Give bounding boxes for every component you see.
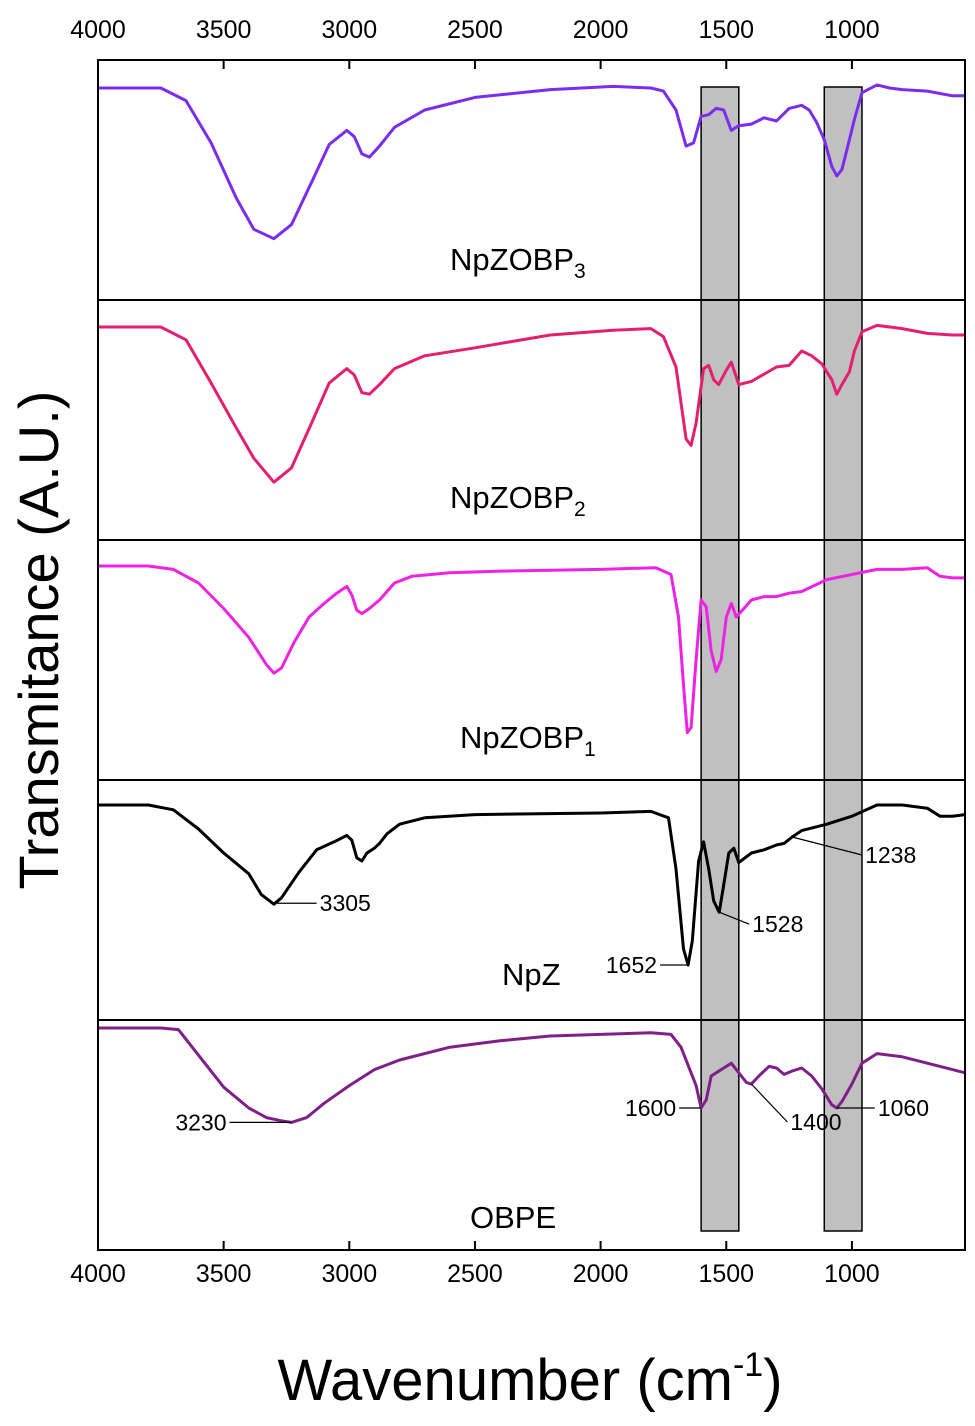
bottom-tick-label: 4000 — [70, 1260, 126, 1288]
panel-label-main: OBPE — [470, 1200, 556, 1235]
annotation-leader-1400 — [750, 1083, 788, 1123]
top-tick-label: 1000 — [824, 16, 880, 44]
y-axis-title: Transmitance (A.U.) — [7, 391, 70, 890]
bottom-tick-label: 3500 — [196, 1260, 252, 1288]
spectrum-line-obpe — [98, 1026, 966, 1124]
panel-frames — [97, 59, 966, 1251]
spectrum-line-npz — [98, 803, 966, 967]
panel-label-npzobp1: NpZOBP1 — [460, 720, 596, 761]
annotation-label-1652: 1652 — [606, 952, 657, 978]
spectra-lines — [98, 83, 966, 1124]
panel-label-main: NpZOBP — [460, 720, 584, 755]
top-tick-label: 3000 — [321, 16, 377, 44]
annotation-label-1060: 1060 — [878, 1095, 929, 1121]
panel-label-main: NpZ — [502, 957, 561, 992]
x-axis-title: Wavenumber (cm-1) — [277, 1346, 782, 1413]
panel-label-npzobp3: NpZOBP3 — [450, 242, 586, 283]
bottom-tick-label: 2500 — [447, 1260, 503, 1288]
x-axis-title-close: ) — [763, 1348, 782, 1413]
panel-label-sub: 3 — [574, 260, 586, 283]
spectrum-line-npzobp3 — [98, 83, 965, 241]
panel-label-sub: 1 — [584, 738, 596, 761]
panel-label-main: NpZOBP — [450, 480, 574, 515]
highlight-bands — [700, 86, 863, 1232]
annotation-label-3230: 3230 — [175, 1109, 226, 1135]
x-axis-title-sup: -1 — [733, 1346, 763, 1384]
annotation-label-1400: 1400 — [790, 1109, 841, 1135]
top-tick-label: 2500 — [447, 16, 503, 44]
bottom-tick-label: 2000 — [573, 1260, 629, 1288]
axis-ticks: 4000 4000 3500 3500 3000 3000 2500 2500 2000 2000… — [70, 16, 880, 1288]
bottom-tick-label: 1000 — [824, 1260, 880, 1288]
annotation-label-1528: 1528 — [752, 911, 803, 937]
highlight-band-2 — [823, 86, 863, 1232]
panel-label-sub: 2 — [574, 498, 586, 521]
top-tick-label: 3500 — [196, 16, 252, 44]
annotation-label-1238: 1238 — [865, 842, 916, 868]
x-axis-title-main: Wavenumber (cm — [277, 1348, 733, 1413]
peak-annotations: 3305 1652 1528 1238 3230 1600 1400 1060 — [175, 836, 929, 1135]
annotation-leader-1528 — [719, 911, 750, 925]
spectrum-line-npzobp2 — [98, 323, 965, 484]
panel-label-npz: NpZ — [502, 957, 561, 992]
bottom-tick-label: 3000 — [321, 1260, 377, 1288]
top-tick-label: 2000 — [573, 16, 629, 44]
annotation-label-3305: 3305 — [320, 890, 371, 916]
panel-label-npzobp2: NpZOBP2 — [450, 480, 586, 521]
spectrum-line-npzobp1 — [98, 564, 965, 735]
plot-frame — [97, 59, 966, 1251]
panel-label-obpe: OBPE — [470, 1200, 556, 1235]
top-tick-label: 4000 — [70, 16, 126, 44]
annotation-leader-1238 — [791, 836, 863, 856]
panel-label-main: NpZOBP — [450, 242, 574, 277]
bottom-tick-label: 1500 — [698, 1260, 754, 1288]
top-tick-label: 1500 — [698, 16, 754, 44]
annotation-label-1600: 1600 — [625, 1095, 676, 1121]
